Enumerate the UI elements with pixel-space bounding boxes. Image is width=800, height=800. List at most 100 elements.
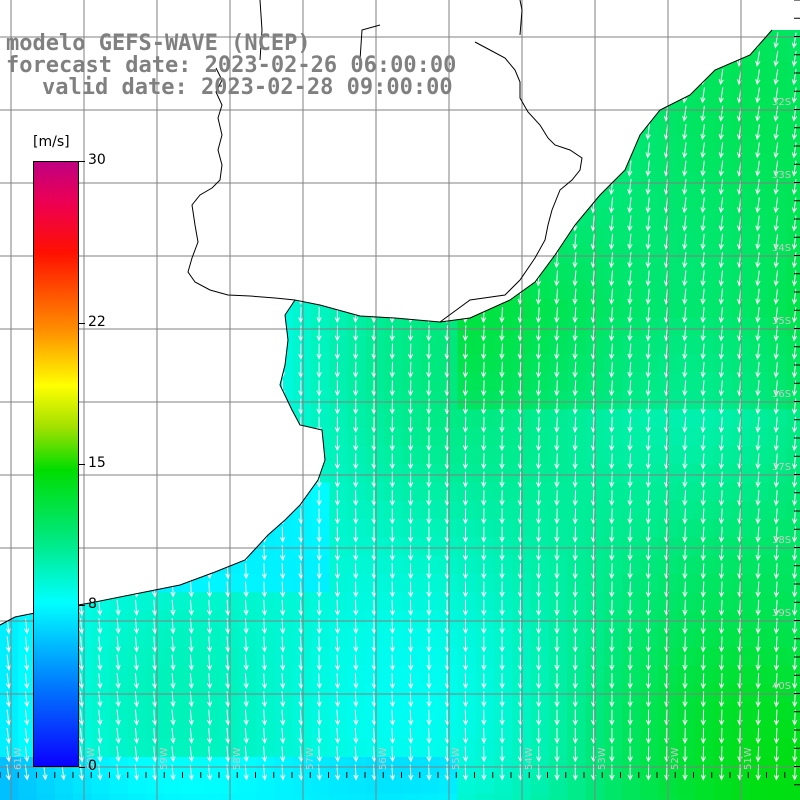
wind-speed-cell [475,153,495,172]
wind-speed-cell [603,61,623,81]
wind-speed-cell [494,647,513,667]
wind-speed-cell [347,189,367,209]
wind-speed-cell [695,647,715,667]
wind-speed-cell [366,464,385,484]
wind-speed-cell [402,592,422,612]
wind-speed-cell [750,610,770,630]
wind-speed-cell [292,647,312,667]
wind-speed-cell [109,336,129,355]
wind-arrow [773,270,779,287]
wind-arrow [243,654,249,671]
wind-speed-cell [549,555,568,575]
wind-speed-cell [786,244,800,264]
wind-speed-cell [329,153,349,172]
wind-arrow [481,435,487,452]
wind-speed-cell [201,445,221,465]
wind-arrow [554,361,560,379]
wind-arrow [572,197,578,214]
wind-speed-cell [494,171,513,191]
wind-speed-cell [786,464,800,484]
wind-arrow [133,325,139,342]
wind-arrow [206,654,213,671]
wind-speed-cell [329,793,349,800]
wind-speed-cell [347,702,367,721]
wind-speed-cell [18,720,38,740]
wind-arrow [151,288,158,305]
wind-speed-cell [329,720,349,740]
wind-arrow [352,233,359,250]
wind-speed-cell [457,775,477,795]
wind-speed-cell [183,464,202,484]
wind-speed-cell [183,793,202,800]
wind-speed-cell [164,171,184,191]
wind-speed-cell [457,171,477,191]
wind-speed-cell [695,665,715,685]
wind-speed-cell [402,30,422,44]
wind-speed-cell [402,354,422,374]
wind-arrow [334,581,341,598]
wind-speed-cell [603,628,623,648]
wind-speed-cell [128,171,147,191]
wind-arrow [23,416,30,433]
wind-speed-cell [695,189,715,209]
wind-speed-cell [237,665,257,685]
wind-speed-cell [603,171,623,191]
wind-speed-cell [622,574,642,593]
wind-arrow [261,489,267,507]
wind-arrow [389,563,395,580]
wind-arrow [206,252,212,269]
wind-arrow [481,288,487,305]
wind-arrow [773,581,780,598]
wind-arrow [426,123,432,141]
wind-speed-cell [695,372,715,392]
wind-speed-cell [567,391,587,410]
wind-speed-cell [622,98,642,118]
wind-speed-cell [695,116,715,136]
wind-arrow [426,252,432,269]
wind-speed-cell [494,793,513,800]
wind-arrow [535,453,542,470]
wind-arrow [462,160,468,177]
wind-speed-cell [695,537,715,557]
wind-speed-cell [329,757,349,776]
wind-speed-cell [677,647,696,667]
wind-arrow [298,380,304,397]
wind-arrow [480,160,487,177]
wind-arrow [480,233,487,250]
wind-speed-cell [91,482,111,502]
wind-arrow [115,178,121,196]
wind-speed-cell [201,519,221,538]
wind-speed-cell [256,244,276,264]
wind-speed-cell [494,30,513,44]
wind-arrow [78,197,84,214]
wind-speed-cell [219,299,239,319]
wind-arrow [5,563,11,580]
wind-speed-cell [603,427,623,447]
wind-arrow [279,215,286,232]
wind-arrow [115,654,121,671]
wind-arrow [426,380,432,397]
wind-speed-cell [347,537,367,557]
latitude-label: 38S [772,535,791,546]
wind-speed-cell [384,757,404,776]
wind-speed-cell [420,427,440,447]
wind-speed-cell [292,793,312,800]
wind-speed-cell [109,445,129,465]
wind-arrow [316,599,322,616]
wind-speed-cell [183,299,202,319]
wind-arrow [170,563,176,580]
wind-arrow [23,380,30,397]
wind-arrow [225,416,231,433]
wind-arrow [115,197,121,214]
wind-arrow [682,489,688,507]
wind-speed-cell [329,500,349,520]
wind-speed-cell [109,262,129,282]
wind-speed-cell [237,738,257,758]
wind-arrow [97,508,103,525]
wind-speed-cell [603,189,623,209]
wind-arrow [78,380,84,397]
wind-speed-cell [384,500,404,520]
wind-arrow [243,307,249,324]
wind-speed-cell [183,519,202,538]
wind-speed-cell [713,757,733,776]
